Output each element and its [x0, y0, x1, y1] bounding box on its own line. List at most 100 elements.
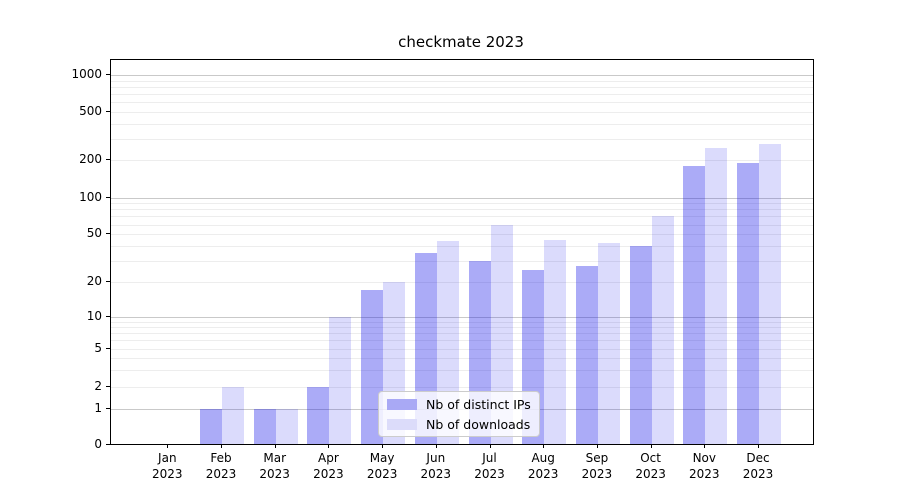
y-tick-mark — [106, 408, 110, 410]
gridline-4 — [111, 358, 813, 360]
legend-label-distinct-ips: Nb of distinct IPs — [426, 396, 531, 412]
x-tick-label-may: May 2023 — [366, 451, 398, 481]
gridline-60 — [111, 224, 813, 226]
bar-may-distinct-ips — [361, 290, 384, 444]
gridline-100 — [111, 197, 813, 199]
x-tick-mark — [274, 444, 276, 448]
gridline-10 — [111, 317, 813, 318]
x-tick-label-jul: Jul 2023 — [474, 451, 505, 481]
x-tick-label-nov: Nov 2023 — [689, 451, 720, 481]
gridline-600 — [111, 102, 813, 104]
x-tick-label-jun: Jun 2023 — [420, 451, 452, 481]
y-tick-mark — [106, 233, 110, 234]
x-tick-mark — [221, 444, 222, 448]
bar-apr-downloads — [329, 317, 352, 444]
x-tick-mark — [382, 444, 384, 448]
legend-item-downloads: Nb of downloads — [387, 417, 539, 432]
y-tick-mark — [106, 110, 110, 112]
x-tick-label-sep: Sep 2023 — [581, 451, 613, 481]
chart-title: checkmate 2023 — [398, 33, 524, 51]
gridline-500 — [111, 111, 813, 113]
bar-feb-downloads — [222, 387, 244, 444]
gridline-7 — [111, 333, 813, 335]
x-tick-mark — [758, 444, 759, 448]
legend-swatch-distinct-ips-icon — [387, 398, 417, 410]
y-tick-label-200: 200 — [79, 151, 102, 166]
legend-label-downloads: Nb of downloads — [426, 416, 531, 432]
y-tick-mark — [106, 316, 110, 317]
gridline-90 — [111, 203, 813, 205]
y-tick-label-1000: 1000 — [71, 67, 102, 82]
y-tick-mark — [106, 196, 110, 198]
legend-item-distinct-ips: Nb of distinct IPs — [387, 397, 539, 412]
bar-aug-downloads — [544, 239, 567, 444]
bar-nov-downloads — [705, 148, 728, 444]
x-tick-mark — [328, 444, 330, 448]
x-tick-label-aug: Aug 2023 — [527, 451, 559, 481]
x-tick-mark — [704, 444, 706, 448]
x-tick-label-apr: Apr 2023 — [313, 451, 344, 481]
bar-dec-distinct-ips — [737, 162, 759, 444]
x-tick-label-oct: Oct 2023 — [635, 451, 666, 481]
bar-oct-downloads — [651, 216, 674, 444]
gridline-400 — [111, 123, 813, 125]
x-tick-label-feb: Feb 2023 — [205, 451, 237, 481]
bar-jul-downloads — [490, 224, 513, 444]
y-tick-label-2: 2 — [94, 379, 102, 393]
bar-mar-downloads — [275, 409, 298, 444]
bar-sep-downloads — [597, 243, 620, 444]
gridline-1000 — [111, 75, 813, 77]
gridline-300 — [111, 138, 813, 140]
legend-swatch-downloads-icon — [387, 418, 417, 430]
bar-sep-distinct-ips — [575, 266, 598, 444]
bar-feb-distinct-ips — [200, 409, 222, 444]
y-tick-label-10: 10 — [86, 309, 102, 323]
gridline-3 — [111, 370, 813, 372]
gridline-8 — [111, 327, 813, 329]
y-tick-mark — [106, 386, 110, 387]
plot-area — [110, 59, 814, 445]
gridline-6 — [111, 340, 813, 342]
x-tick-label-mar: Mar 2023 — [259, 451, 290, 481]
x-tick-mark — [489, 444, 491, 448]
gridline-2 — [111, 387, 813, 388]
x-tick-mark — [596, 444, 598, 448]
gridline-5 — [111, 348, 813, 350]
x-tick-mark — [650, 444, 652, 448]
y-tick-label-0: 0 — [94, 436, 102, 451]
y-tick-mark — [106, 443, 110, 445]
y-tick-label-1: 1 — [94, 401, 102, 416]
gridline-200 — [111, 159, 813, 161]
gridline-9 — [111, 321, 813, 323]
y-tick-label-20: 20 — [86, 274, 102, 288]
gridline-70 — [111, 216, 813, 218]
gridline-30 — [111, 260, 813, 262]
legend: Nb of distinct IPs Nb of downloads — [378, 391, 540, 437]
y-tick-label-5: 5 — [94, 340, 102, 355]
bar-apr-distinct-ips — [307, 387, 330, 444]
x-tick-mark — [543, 444, 545, 448]
bar-dec-downloads — [759, 144, 781, 444]
gridline-800 — [111, 87, 813, 89]
gridline-50 — [111, 234, 813, 235]
gridline-700 — [111, 94, 813, 96]
bar-nov-distinct-ips — [683, 165, 706, 444]
x-tick-label-dec: Dec 2023 — [742, 451, 774, 481]
x-tick-mark — [435, 444, 437, 448]
y-tick-mark — [106, 281, 110, 282]
y-tick-mark — [106, 158, 110, 160]
gridline-80 — [111, 209, 813, 211]
bar-mar-distinct-ips — [253, 409, 276, 444]
y-tick-label-100: 100 — [79, 189, 102, 204]
x-tick-mark — [167, 444, 169, 448]
y-tick-label-500: 500 — [79, 103, 102, 118]
y-tick-label-50: 50 — [86, 226, 102, 240]
y-tick-mark — [106, 74, 110, 76]
gridline-20 — [111, 282, 813, 283]
bar-oct-distinct-ips — [629, 245, 652, 444]
x-tick-label-jan: Jan 2023 — [152, 451, 183, 481]
gridline-900 — [111, 80, 813, 82]
gridline-40 — [111, 245, 813, 247]
y-tick-mark — [106, 347, 110, 349]
